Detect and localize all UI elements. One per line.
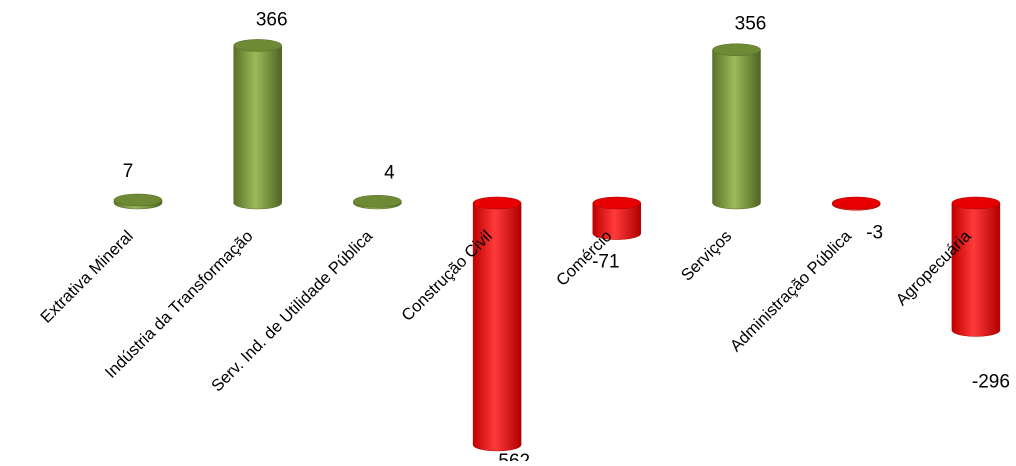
bar-cap [353,195,402,208]
bar-cap [592,196,642,210]
bar-4 [472,196,522,452]
data-label: -296 [972,371,1010,392]
bar-cap [951,196,1001,210]
data-label: 356 [735,14,767,35]
category-label: Administração Pública [727,227,856,356]
data-label: -562 [492,451,530,461]
bar-cap [472,196,522,210]
data-label: 7 [123,161,134,182]
bar-body [592,202,642,240]
bar-body [472,202,522,452]
bar-1 [113,193,163,210]
bar-cap [113,193,163,207]
bar-cap [233,39,282,52]
data-label: 366 [256,9,288,30]
category-label: Serviços [678,227,735,284]
bar-7 [831,196,881,211]
bar-cap [712,43,761,56]
data-label: 4 [384,162,395,183]
bar-2 [233,39,282,210]
bar-5 [592,196,642,240]
bar-body [233,45,282,210]
category-label: Extrativa Mineral [37,227,137,327]
bar-8 [951,196,1001,337]
bar-body [712,49,761,210]
data-label: -71 [592,252,619,273]
data-label: -3 [866,222,883,243]
bar-body [951,202,1001,337]
bar-6 [712,43,761,210]
bar-3 [353,195,402,210]
bar-cap [831,196,881,210]
